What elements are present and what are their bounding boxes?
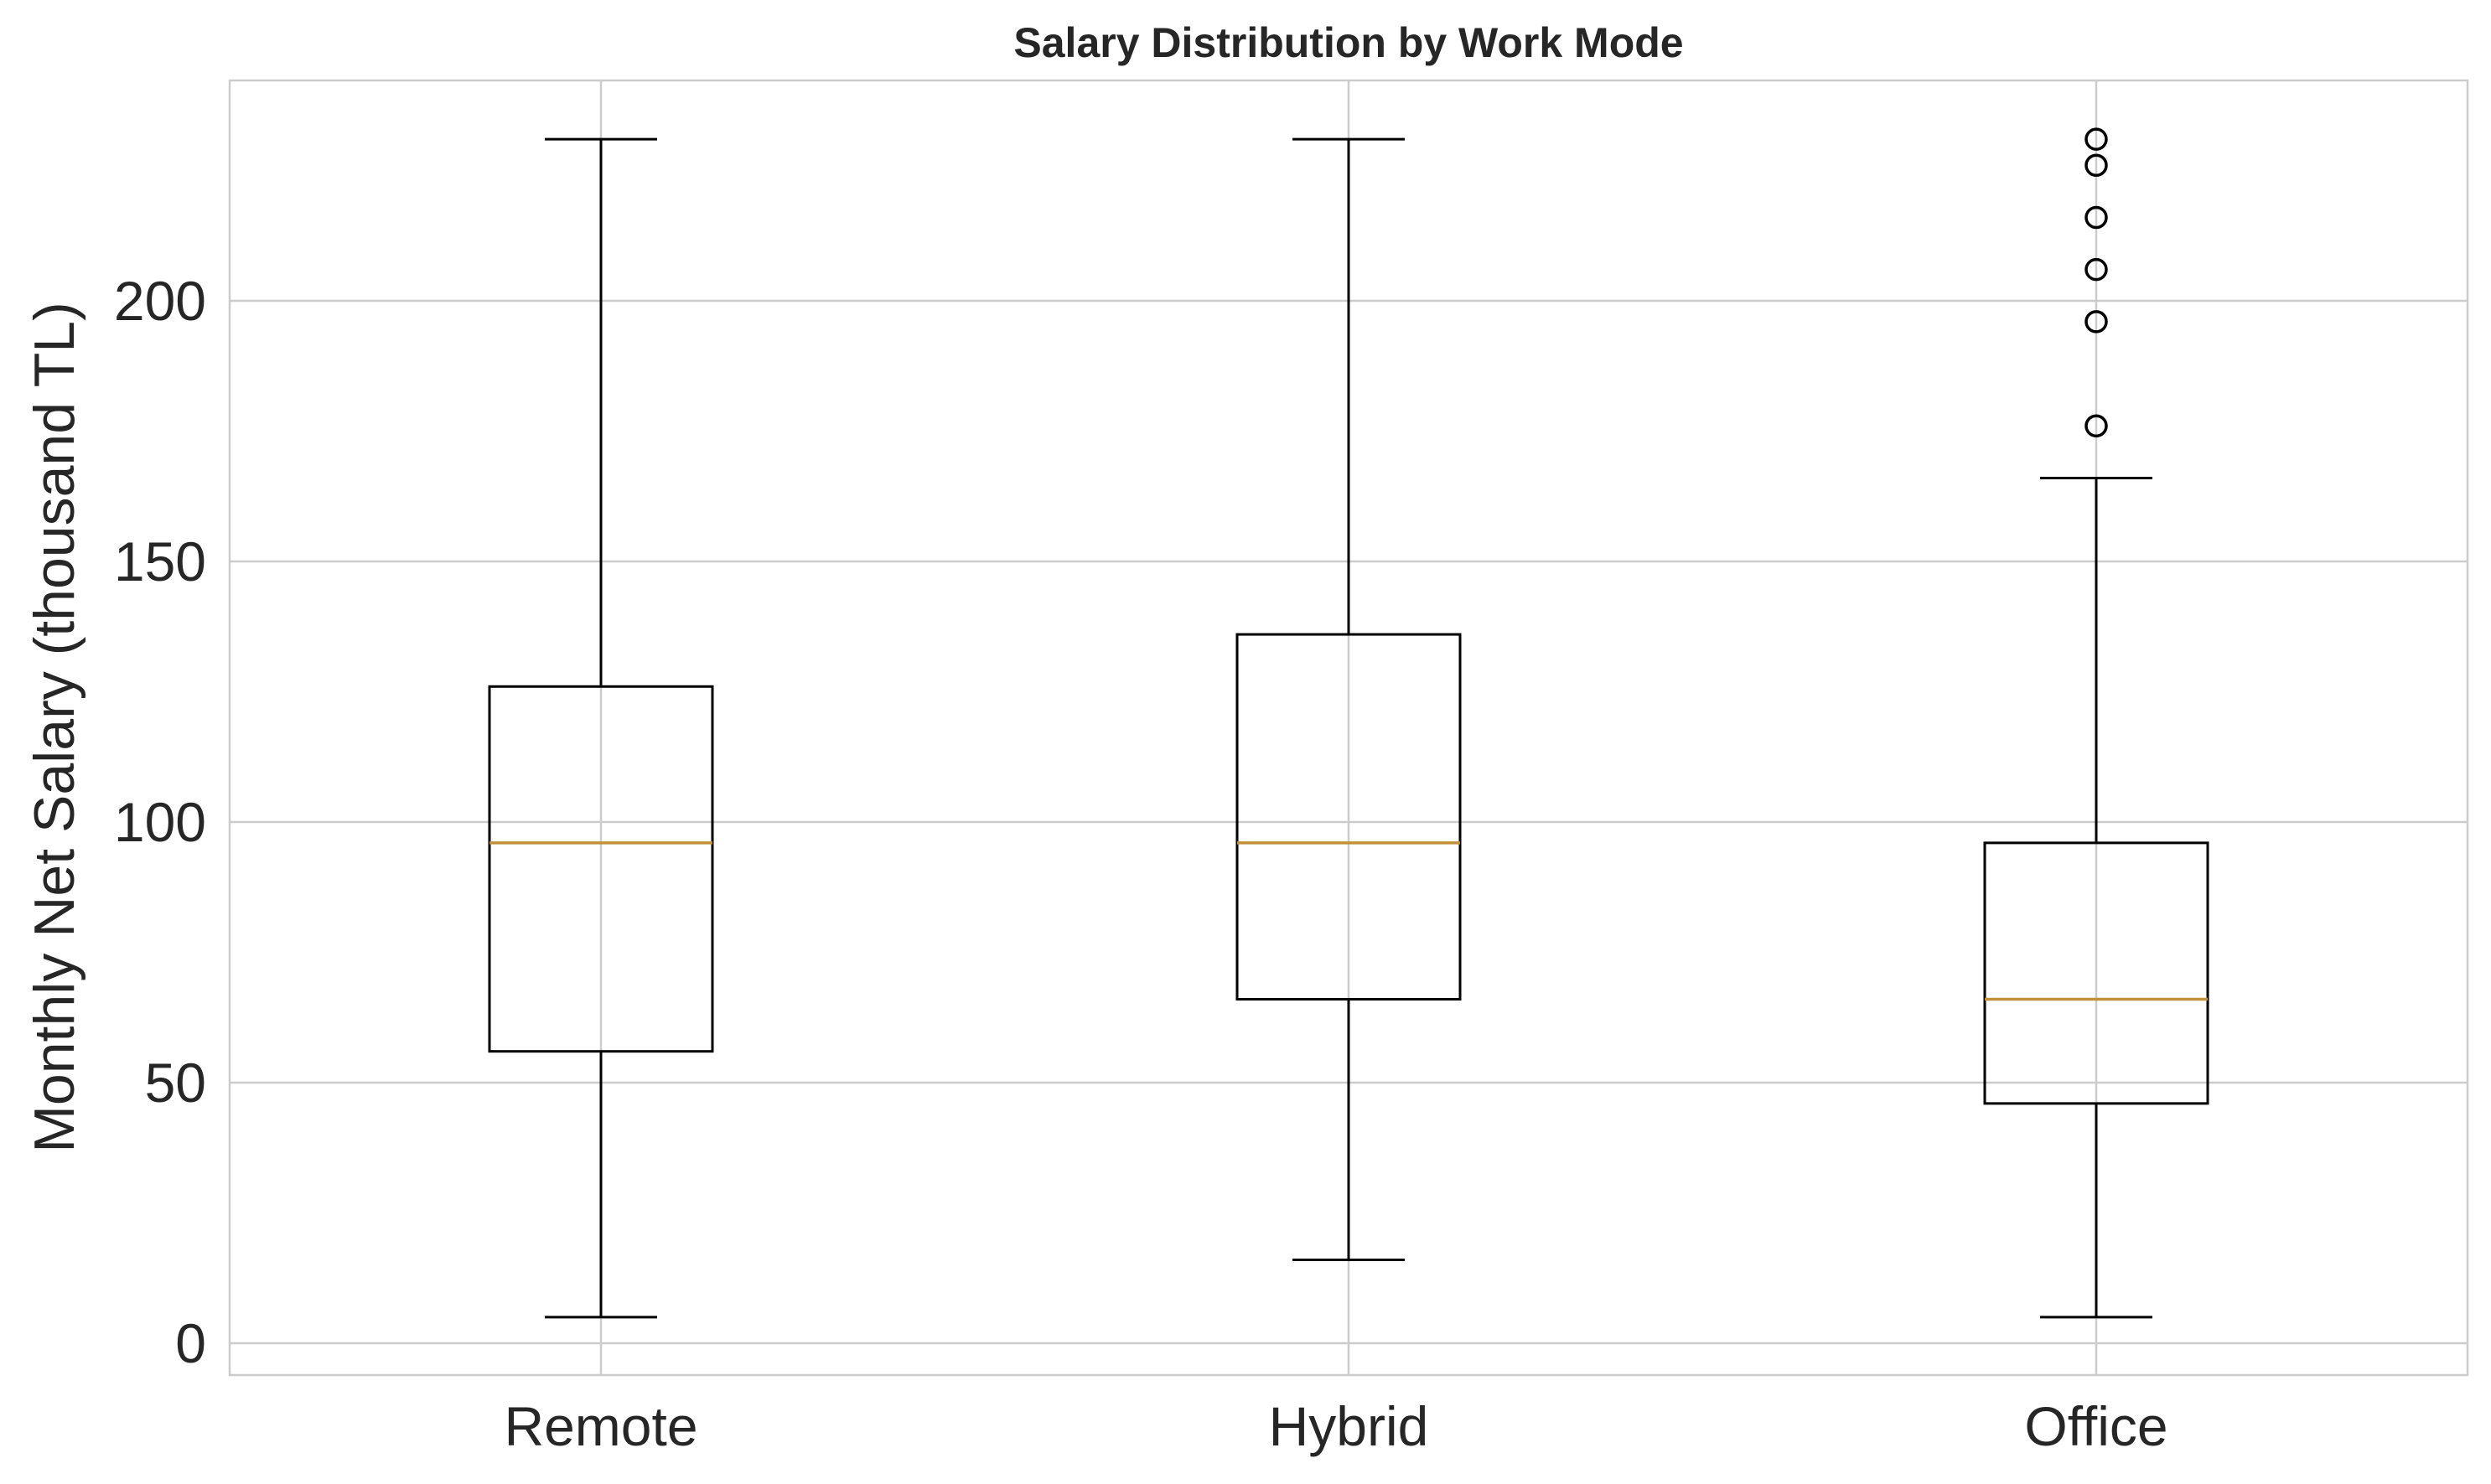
boxes (488, 127, 2209, 1319)
outlier-point (2084, 257, 2108, 282)
outlier-point (2084, 310, 2108, 334)
x-tick-labels: Remote Hybrid Office (504, 1395, 2167, 1457)
y-axis-label: Monthly Net Salary (thousand TL) (23, 302, 86, 1152)
x-tick-label: Hybrid (1269, 1395, 1429, 1457)
outlier-point (2084, 205, 2108, 230)
plot-frame (228, 79, 2469, 1377)
outlier-point (2084, 414, 2108, 438)
outlier-point (2084, 127, 2108, 151)
box-group-remote (488, 137, 714, 1319)
iqr-box (1235, 633, 1462, 1001)
y-tick-label: 0 (175, 1312, 206, 1374)
y-tick-label: 100 (114, 791, 206, 853)
iqr-box (1983, 841, 2209, 1105)
y-tick-label: 150 (114, 530, 206, 592)
box-group-hybrid (1235, 137, 1462, 1261)
outlier-point (2084, 153, 2108, 178)
iqr-box (488, 685, 714, 1053)
chart-title: Salary Distribution by Work Mode (1013, 19, 1683, 66)
y-tick-label: 50 (145, 1052, 206, 1114)
y-tick-label: 200 (114, 270, 206, 332)
box-group-office (1983, 127, 2209, 1319)
x-tick-label: Office (2024, 1395, 2167, 1457)
y-tick-labels: 0 50 100 150 200 (114, 270, 206, 1374)
x-tick-label: Remote (504, 1395, 697, 1457)
